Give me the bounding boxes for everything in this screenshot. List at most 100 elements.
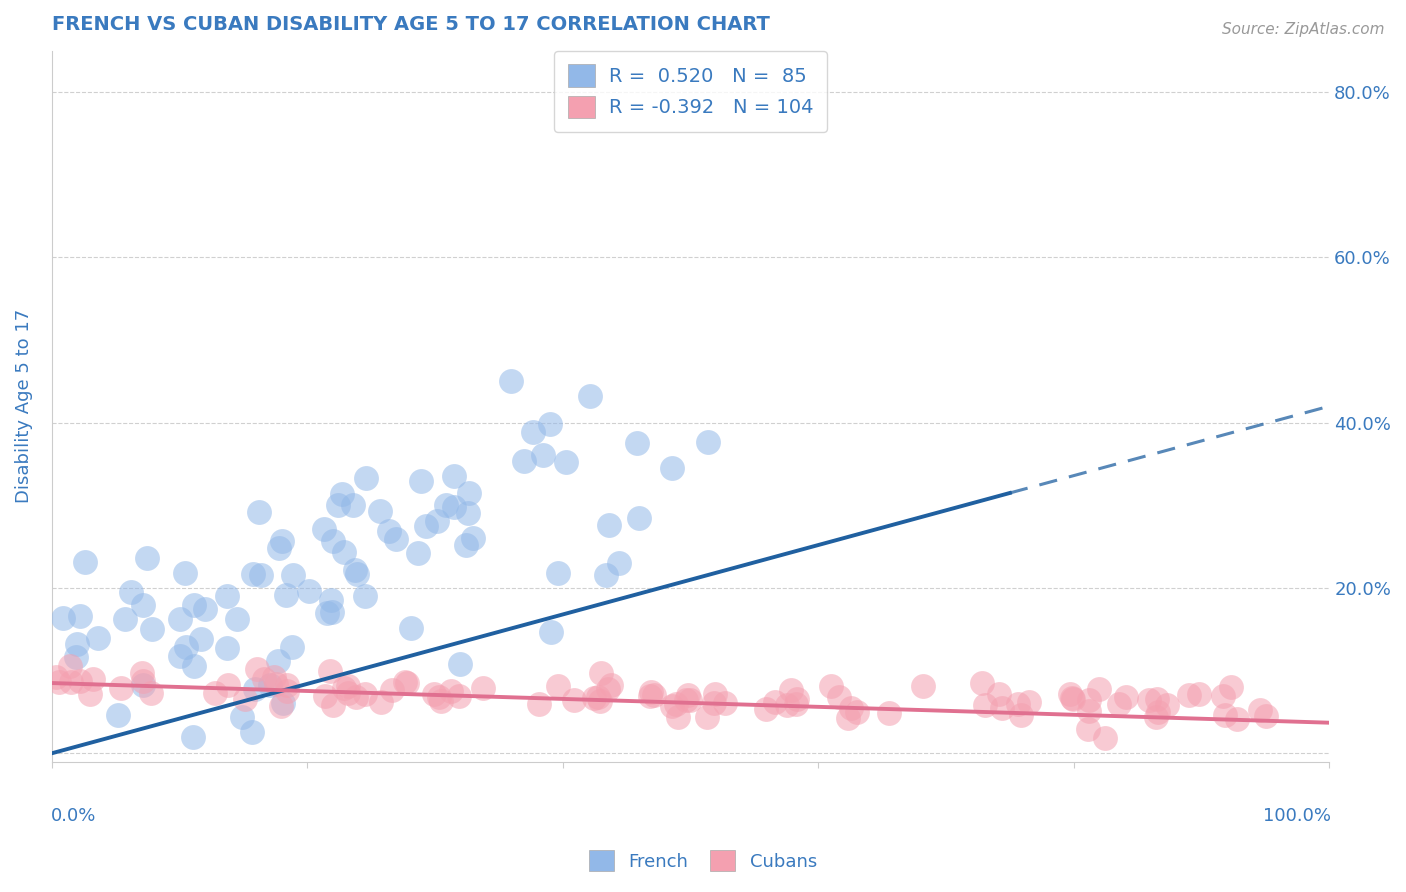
Point [427,690,450,705]
Point [114,612,136,626]
Point [1010,707,1032,722]
Point [415,519,437,533]
Point [1115,690,1137,704]
Point [45,671,67,685]
Point [1018,695,1040,709]
Point [79,687,101,701]
Point [217,589,239,603]
Point [538,417,561,431]
Point [120,584,142,599]
Point [266,654,288,668]
Point [322,698,344,712]
Point [513,454,536,468]
Point [638,689,661,703]
Point [1213,707,1236,722]
Point [785,697,807,711]
Point [579,389,602,403]
Point [626,436,648,450]
Point [1177,688,1199,702]
Point [217,640,239,655]
Point [991,701,1014,715]
Point [190,632,212,646]
Point [204,686,226,700]
Point [547,566,569,580]
Text: Source: ZipAtlas.com: Source: ZipAtlas.com [1222,22,1385,37]
Point [174,640,197,655]
Point [547,679,569,693]
Point [1146,691,1168,706]
Point [281,567,304,582]
Point [527,697,550,711]
Point [429,694,451,708]
Point [353,687,375,701]
Point [59,659,82,673]
Point [385,532,408,546]
Point [342,498,364,512]
Point [837,711,859,725]
Legend: R =  0.520   N =  85, R = -0.392   N = 104: R = 0.520 N = 85, R = -0.392 N = 104 [554,51,827,132]
Point [665,697,688,711]
Point [471,681,494,695]
Point [540,625,562,640]
Point [267,541,290,555]
Point [755,702,778,716]
Point [250,568,273,582]
Point [970,676,993,690]
Point [1249,703,1271,717]
Point [132,677,155,691]
Point [1007,697,1029,711]
Point [135,551,157,566]
Point [1156,698,1178,712]
Point [586,690,609,704]
Point [266,677,288,691]
Point [322,534,344,549]
Point [52,611,75,625]
Point [828,690,851,704]
Text: FRENCH VS CUBAN DISABILITY AGE 5 TO 17 CORRELATION CHART: FRENCH VS CUBAN DISABILITY AGE 5 TO 17 C… [52,15,769,34]
Point [139,686,162,700]
Point [449,657,471,672]
Point [501,374,523,388]
Point [169,612,191,626]
Point [346,566,368,581]
Point [640,684,662,698]
Point [82,672,104,686]
Point [595,567,617,582]
Point [676,689,699,703]
Point [276,684,298,698]
Point [643,688,665,702]
Point [588,693,610,707]
Point [169,648,191,663]
Point [555,455,578,469]
Point [912,679,935,693]
Point [270,699,292,714]
Point [354,470,377,484]
Text: 0.0%: 0.0% [51,807,96,825]
Point [233,692,256,706]
Point [1254,709,1277,723]
Point [141,622,163,636]
Point [1059,687,1081,701]
Legend: French, Cubans: French, Cubans [582,843,824,879]
Point [281,640,304,654]
Point [217,678,239,692]
Point [877,706,900,720]
Point [394,674,416,689]
Point [328,498,350,512]
Point [562,692,585,706]
Point [174,566,197,580]
Point [589,666,612,681]
Point [343,562,366,576]
Point [183,598,205,612]
Point [436,499,458,513]
Point [1094,731,1116,746]
Point [75,556,97,570]
Point [457,486,479,500]
Point [395,676,418,690]
Point [776,698,799,712]
Point [271,696,294,710]
Point [240,724,263,739]
Point [839,701,862,715]
Point [65,649,87,664]
Point [1088,682,1111,697]
